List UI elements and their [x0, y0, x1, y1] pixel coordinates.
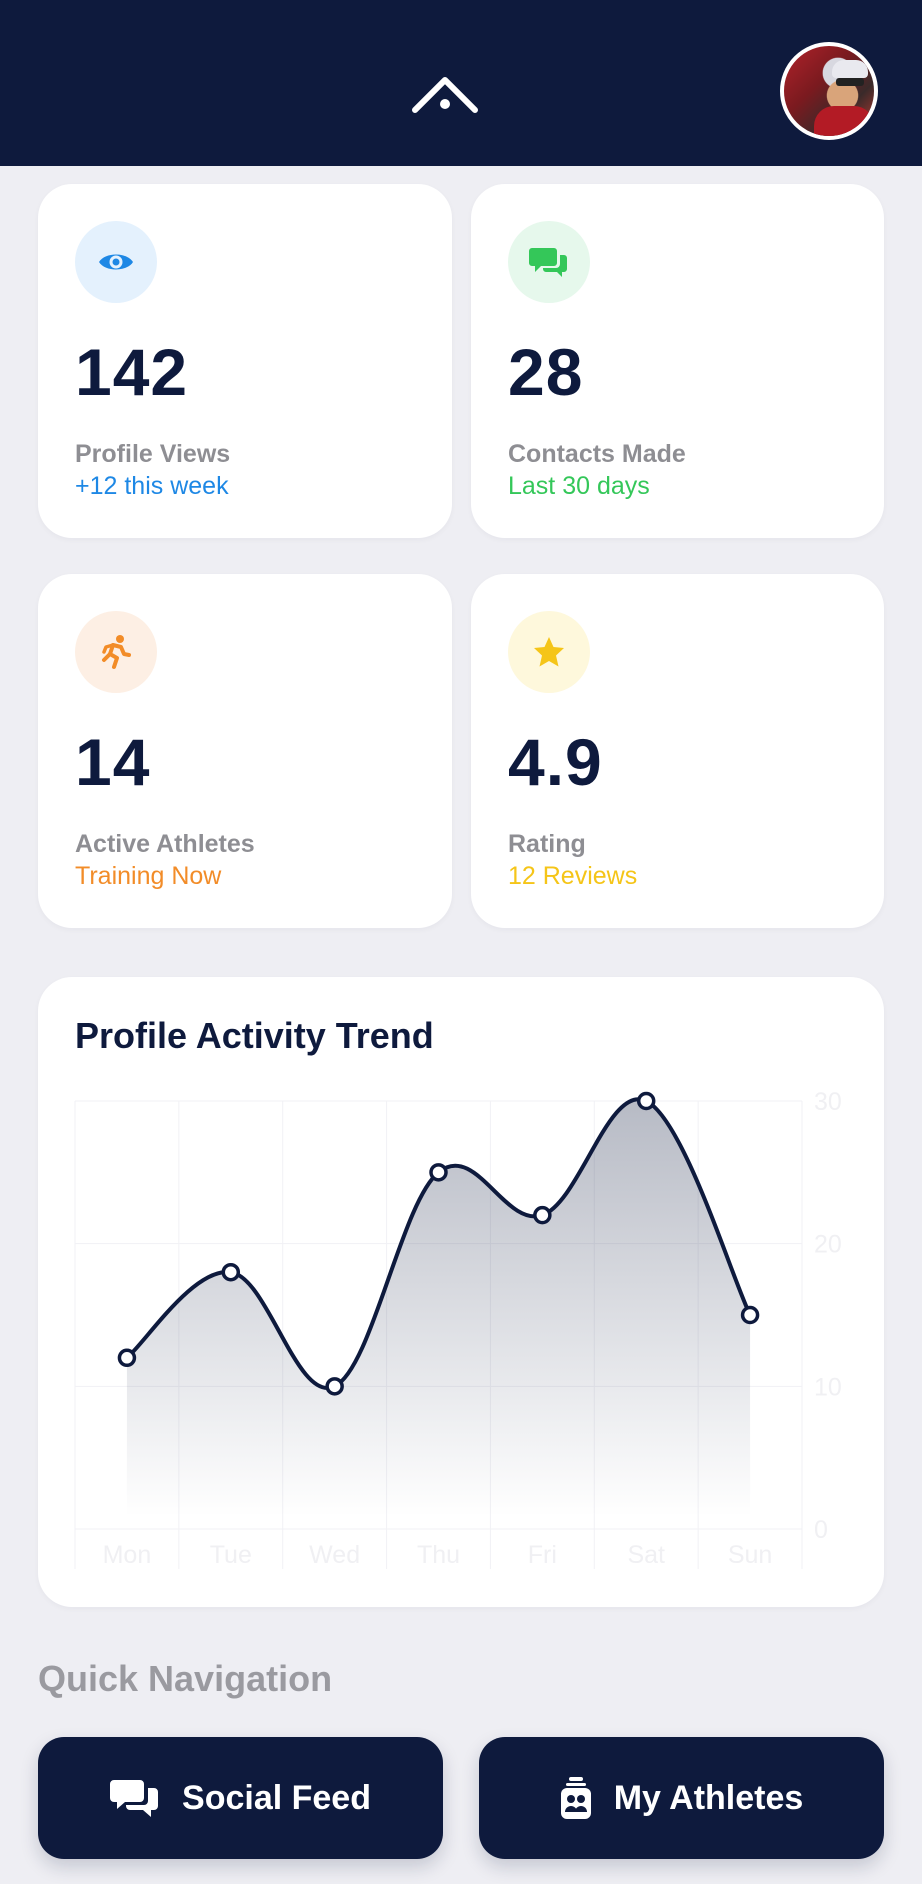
x-tick-label: Fri	[528, 1541, 557, 1569]
app-header	[0, 0, 922, 166]
stat-subtext: Training Now	[75, 862, 222, 890]
stat-card-profile-views[interactable]: 142 Profile Views +12 this week	[38, 184, 452, 538]
x-tick-label: Sun	[728, 1541, 772, 1569]
stat-subtext: Last 30 days	[508, 472, 650, 500]
x-tick-label: Wed	[309, 1541, 360, 1569]
stat-value: 28	[508, 335, 584, 409]
chart-title: Profile Activity Trend	[75, 1015, 434, 1056]
stat-value: 142	[75, 335, 189, 409]
y-tick-label: 10	[814, 1373, 842, 1401]
stat-subtext: +12 this week	[75, 472, 229, 500]
stat-card-rating[interactable]: 4.9 Rating 12 Reviews	[471, 574, 884, 928]
data-point-sat[interactable]	[636, 1091, 656, 1111]
stat-label: Rating	[508, 830, 586, 858]
chat-bubbles-icon	[508, 221, 590, 303]
data-point-sun[interactable]	[740, 1305, 760, 1325]
quick-navigation-title: Quick Navigation	[38, 1658, 333, 1699]
activity-chart-card: Profile Activity Trend Mon Tue Wed Thu Fri Sa…	[38, 977, 884, 1607]
star-icon	[508, 611, 590, 693]
stat-subtext: 12 Reviews	[508, 862, 638, 890]
chat-bubbles-icon	[110, 1780, 159, 1817]
chart-area	[126, 1099, 751, 1517]
stat-label: Profile Views	[75, 440, 231, 468]
stat-value: 14	[75, 725, 151, 799]
data-point-wed[interactable]	[325, 1377, 344, 1396]
activity-trend-chart: Mon Tue Wed Thu Fri Sat Sun 0 10 20 30	[74, 1088, 842, 1569]
my-athletes-label: My Athletes	[613, 1778, 804, 1817]
stat-card-contacts-made[interactable]: 28 Contacts Made Last 30 days	[471, 184, 884, 538]
stat-label: Active Athletes	[75, 830, 255, 858]
eye-icon	[75, 221, 157, 303]
data-point-tue[interactable]	[221, 1262, 241, 1282]
stat-card-active-athletes[interactable]: 14 Active Athletes Training Now	[38, 574, 452, 928]
my-athletes-button[interactable]: My Athletes	[479, 1737, 884, 1859]
y-tick-label: 0	[814, 1516, 828, 1544]
user-avatar[interactable]	[780, 42, 878, 140]
x-tick-label: Sat	[627, 1541, 665, 1569]
stat-value: 4.9	[508, 725, 603, 799]
data-point-fri[interactable]	[533, 1205, 552, 1225]
y-tick-label: 30	[814, 1088, 842, 1116]
x-tick-label: Tue	[210, 1541, 252, 1569]
social-feed-button[interactable]: Social Feed	[38, 1737, 443, 1859]
x-tick-label: Thu	[417, 1541, 460, 1569]
running-icon	[75, 611, 157, 693]
social-feed-label: Social Feed	[182, 1778, 371, 1817]
y-tick-label: 20	[814, 1231, 842, 1259]
data-point-thu[interactable]	[429, 1163, 448, 1182]
chevron-up-dot-logo-icon[interactable]	[405, 70, 485, 120]
stat-label: Contacts Made	[508, 440, 686, 468]
x-tick-label: Mon	[103, 1541, 152, 1569]
data-point-mon[interactable]	[117, 1348, 137, 1368]
athletes-badge-icon	[560, 1777, 591, 1819]
